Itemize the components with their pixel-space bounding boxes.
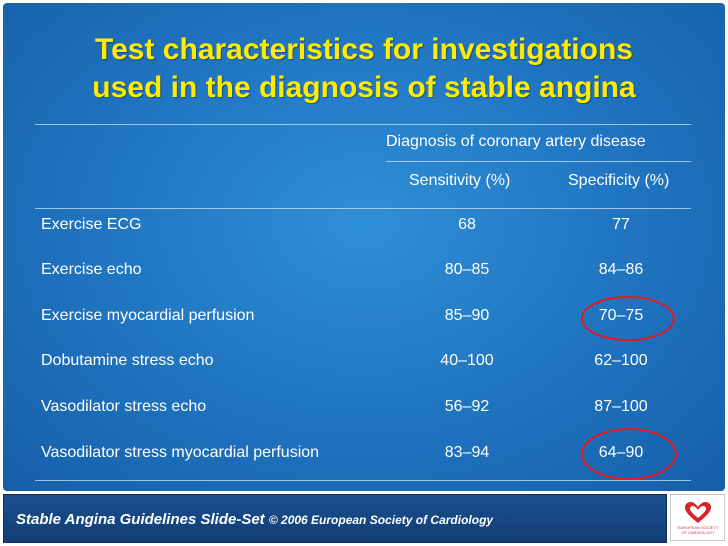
column-header-rule: [35, 208, 691, 209]
table-bottom-rule: [35, 480, 691, 481]
group-header: Diagnosis of coronary artery disease: [386, 133, 646, 150]
row-test-name: Dobutamine stress echo: [41, 352, 214, 369]
highlight-circle: [581, 296, 675, 341]
footer-text: Stable Angina Guidelines Slide-Set © 200…: [16, 511, 493, 528]
footer-series: Stable Angina Guidelines Slide-Set: [16, 511, 265, 528]
row-test-name: Exercise echo: [41, 261, 142, 278]
footer-copyright: © 2006 European Society of Cardiology: [268, 513, 494, 527]
slide-title-line-2: used in the diagnosis of stable angina: [92, 71, 636, 104]
row-sensitivity: 80–85: [444, 261, 490, 278]
footer-bar: Stable Angina Guidelines Slide-Set © 200…: [3, 494, 667, 543]
society-logo: EUROPEAN SOCIETY OF CARDIOLOGY: [670, 494, 725, 541]
row-specificity: 87–100: [594, 398, 648, 415]
row-sensitivity: 40–100: [440, 352, 494, 369]
slide-title-line-1: Test characteristics for investigations: [95, 33, 633, 66]
row-test-name: Exercise ECG: [41, 216, 142, 233]
row-test-name: Vasodilator stress echo: [41, 398, 207, 415]
slide-title: Test characteristics for investigations …: [3, 31, 725, 107]
row-specificity: 84–86: [598, 261, 644, 278]
column-header-sensitivity: Sensitivity (%): [409, 172, 511, 189]
row-sensitivity: 68: [458, 216, 476, 233]
row-specificity: 62–100: [594, 352, 648, 369]
row-test-name: Vasodilator stress myocardial perfusion: [41, 444, 320, 461]
row-specificity: 77: [612, 216, 630, 233]
table-top-rule: [35, 124, 691, 125]
column-header-specificity: Specificity (%): [568, 172, 670, 189]
highlight-circle: [581, 428, 677, 480]
slide: Test characteristics for investigations …: [3, 3, 725, 491]
logo-caption: EUROPEAN SOCIETY OF CARDIOLOGY: [677, 525, 719, 535]
heart-logo-icon: [685, 502, 711, 523]
group-header-rule: [386, 161, 691, 162]
row-sensitivity: 85–90: [444, 307, 490, 324]
row-test-name: Exercise myocardial perfusion: [41, 307, 255, 324]
row-sensitivity: 83–94: [444, 444, 490, 461]
row-sensitivity: 56–92: [444, 398, 490, 415]
